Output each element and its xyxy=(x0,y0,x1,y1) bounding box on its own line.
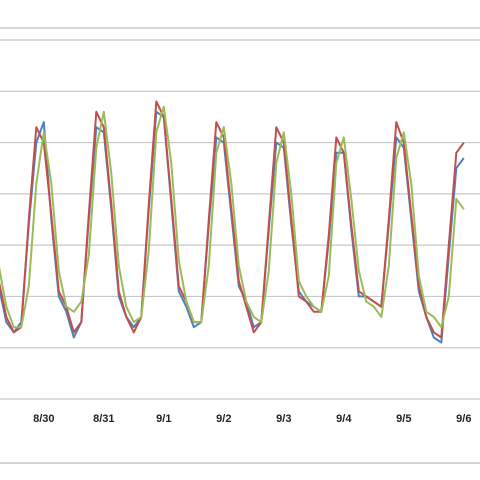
x-tick-label: 8/30 xyxy=(33,413,54,425)
x-tick-label: 9/1 xyxy=(156,413,171,425)
series-line xyxy=(0,105,465,329)
x-tick-label: 9/2 xyxy=(216,413,231,425)
x-tick-label: 9/4 xyxy=(336,413,352,425)
x-tick-label: 9/3 xyxy=(276,413,291,425)
x-tick-label: 9/5 xyxy=(396,413,411,425)
series-line xyxy=(0,100,465,339)
x-tick-label: 9/6 xyxy=(456,413,471,425)
x-tick-label: 8/31 xyxy=(93,413,114,425)
